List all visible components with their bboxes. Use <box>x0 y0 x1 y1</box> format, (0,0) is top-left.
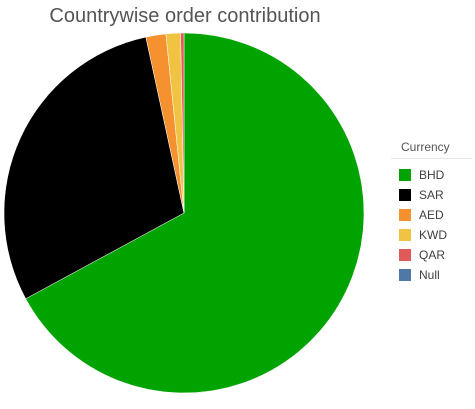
pie-slice-sar[interactable] <box>3 36 185 300</box>
legend-label: KWD <box>419 228 447 242</box>
pie-slice-qar[interactable] <box>180 32 185 214</box>
legend: Currency BHD SAR AED KWD QAR Null <box>391 136 471 285</box>
pie-slice-bhd[interactable] <box>25 32 365 394</box>
legend-label: AED <box>419 208 444 222</box>
legend-label: Null <box>419 268 440 282</box>
legend-swatch <box>399 269 411 281</box>
legend-label: BHD <box>419 168 445 182</box>
legend-item-bhd[interactable]: BHD <box>391 165 471 185</box>
legend-swatch <box>399 169 411 181</box>
legend-item-sar[interactable]: SAR <box>391 185 471 205</box>
legend-title: Currency <box>391 136 471 159</box>
legend-swatch <box>399 189 411 201</box>
pie-chart <box>3 32 365 394</box>
legend-item-qar[interactable]: QAR <box>391 245 471 265</box>
legend-item-kwd[interactable]: KWD <box>391 225 471 245</box>
legend-swatch <box>399 249 411 261</box>
legend-label: SAR <box>419 188 444 202</box>
legend-swatch <box>399 209 411 221</box>
legend-label: QAR <box>419 248 446 262</box>
legend-items: BHD SAR AED KWD QAR Null <box>391 165 471 285</box>
pie-slices <box>3 32 365 394</box>
legend-item-aed[interactable]: AED <box>391 205 471 225</box>
legend-item-null[interactable]: Null <box>391 265 471 285</box>
legend-swatch <box>399 229 411 241</box>
chart-title: Countrywise order contribution <box>49 5 321 27</box>
